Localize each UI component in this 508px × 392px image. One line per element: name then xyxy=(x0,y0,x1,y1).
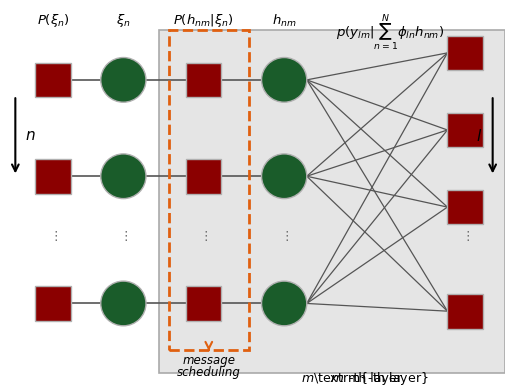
Bar xyxy=(36,63,71,97)
Text: $n$: $n$ xyxy=(25,128,36,143)
Bar xyxy=(448,294,483,328)
Text: scheduling: scheduling xyxy=(177,367,241,379)
Ellipse shape xyxy=(101,154,146,199)
Bar xyxy=(36,159,71,194)
Ellipse shape xyxy=(262,281,307,326)
Text: $P(\xi_n)$: $P(\xi_n)$ xyxy=(37,13,70,29)
Ellipse shape xyxy=(101,281,146,326)
Bar xyxy=(448,190,483,225)
Text: $P(h_{nm}|\xi_n)$: $P(h_{nm}|\xi_n)$ xyxy=(173,13,234,29)
Bar xyxy=(158,30,505,373)
Bar xyxy=(186,63,221,97)
Text: $\vdots$: $\vdots$ xyxy=(119,229,128,243)
Text: $m$\textrm{-th layer}: $m$\textrm{-th layer} xyxy=(301,370,428,387)
Ellipse shape xyxy=(101,58,146,102)
Text: $\vdots$: $\vdots$ xyxy=(280,229,289,243)
Bar xyxy=(186,286,221,321)
Bar xyxy=(448,113,483,147)
Bar xyxy=(169,30,249,350)
Text: $\xi_n$: $\xi_n$ xyxy=(116,13,131,29)
Text: $p(y_{lm}|\sum_{n=1}^{N}\phi_{ln}h_{nm})$: $p(y_{lm}|\sum_{n=1}^{N}\phi_{ln}h_{nm})… xyxy=(335,13,444,53)
Text: $\vdots$: $\vdots$ xyxy=(461,229,469,243)
Text: $l$: $l$ xyxy=(477,128,483,144)
Ellipse shape xyxy=(262,154,307,199)
Bar xyxy=(448,36,483,70)
Bar xyxy=(186,159,221,194)
Ellipse shape xyxy=(262,58,307,102)
Text: message: message xyxy=(182,354,235,367)
Text: $\vdots$: $\vdots$ xyxy=(199,229,208,243)
Text: -th layer: -th layer xyxy=(350,372,402,385)
Text: $\vdots$: $\vdots$ xyxy=(49,229,57,243)
Text: $m$: $m$ xyxy=(330,372,344,385)
Bar xyxy=(36,286,71,321)
Text: $h_{nm}$: $h_{nm}$ xyxy=(272,13,297,29)
